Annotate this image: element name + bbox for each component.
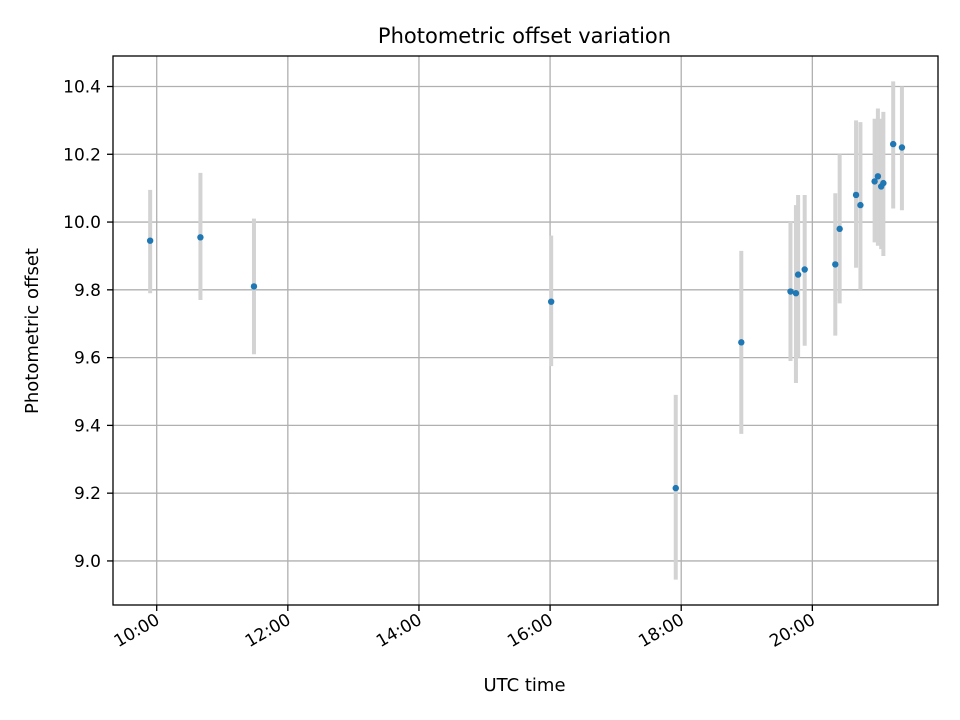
y-tick-label: 9.6 xyxy=(74,349,101,369)
x-tick-label: 18:00 xyxy=(635,610,687,652)
data-point xyxy=(794,271,802,278)
plot-frame xyxy=(112,55,939,606)
y-tick-label: 10.2 xyxy=(63,145,101,165)
grid-layer xyxy=(113,56,938,605)
data-point xyxy=(874,173,882,180)
marker-layer xyxy=(146,140,906,492)
x-tick-label: 20:00 xyxy=(766,610,818,652)
y-tick-label: 9.0 xyxy=(74,552,101,572)
data-point xyxy=(792,290,800,297)
y-tick-label: 9.2 xyxy=(74,484,101,504)
y-tick-label: 10.4 xyxy=(63,78,101,98)
y-tick-label: 9.4 xyxy=(74,416,101,436)
x-tick-label: 10:00 xyxy=(111,610,163,652)
x-tick-label: 12:00 xyxy=(242,610,294,652)
chart-title: Photometric offset variation xyxy=(378,24,671,48)
data-point xyxy=(880,179,887,187)
errorbar-layer xyxy=(148,81,904,580)
data-point xyxy=(832,261,839,268)
data-point xyxy=(836,225,843,233)
data-point xyxy=(197,234,204,241)
data-point xyxy=(146,237,154,244)
y-axis-label: Photometric offset xyxy=(22,248,43,414)
data-point xyxy=(801,266,808,273)
y-tick-label: 10.0 xyxy=(63,213,101,233)
data-point xyxy=(250,283,258,290)
data-point xyxy=(857,201,864,209)
data-point xyxy=(898,144,906,151)
y-tick-label: 9.8 xyxy=(74,281,101,301)
data-point xyxy=(738,339,745,346)
tick-layer: 10:00 12:00 14:00 16:00 18:00 20:00 9.0 9.2 9.4 9… xyxy=(63,78,819,652)
x-axis-label: UTC time xyxy=(483,675,565,696)
x-tick-label: 16:00 xyxy=(504,610,556,652)
data-point xyxy=(672,484,679,492)
data-point xyxy=(889,140,897,148)
data-point xyxy=(547,298,555,305)
x-tick-label: 14:00 xyxy=(373,610,425,652)
data-point xyxy=(871,178,878,185)
data-point xyxy=(787,288,794,295)
data-point xyxy=(852,191,860,199)
